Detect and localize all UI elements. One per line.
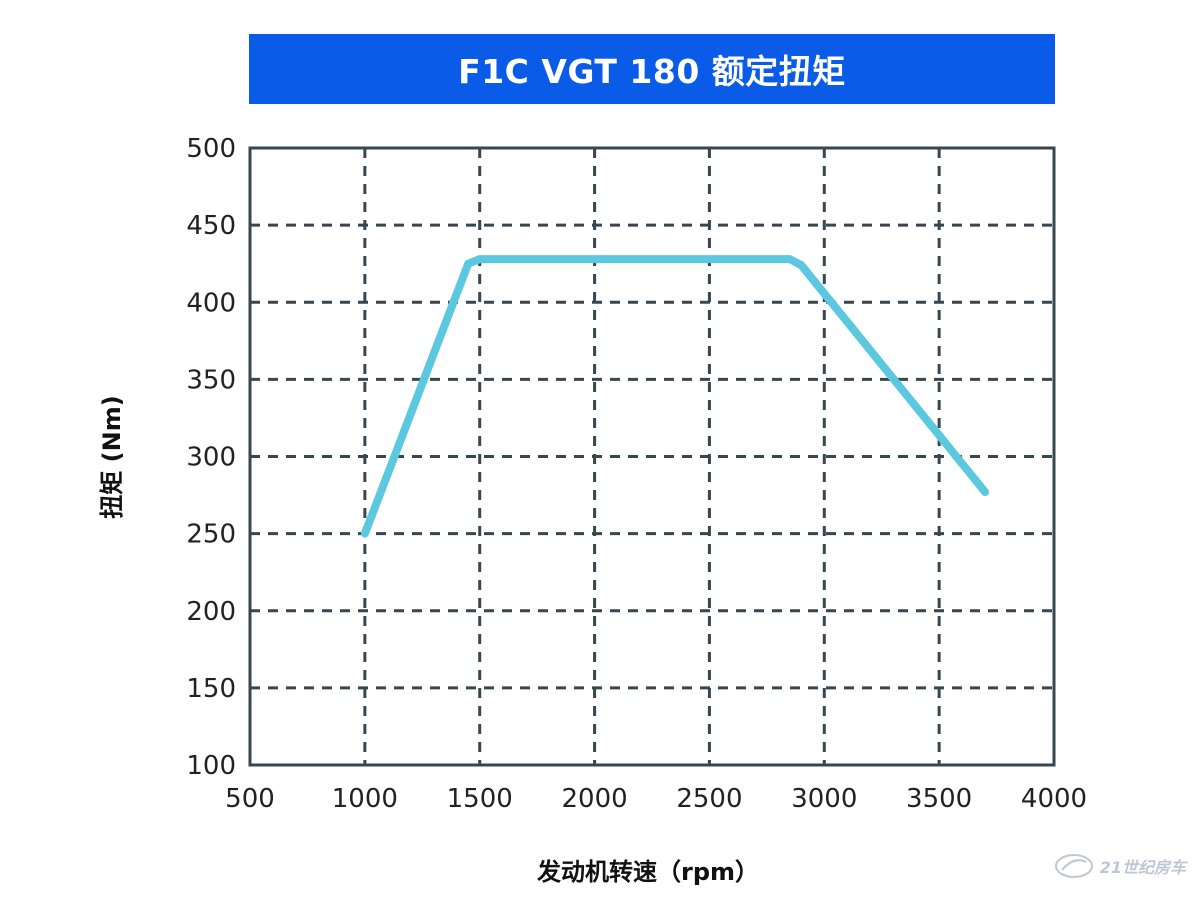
y-tick-label: 100 xyxy=(186,751,236,781)
torque-series-line xyxy=(360,255,990,538)
y-axis-label: 扭矩 (Nm) xyxy=(98,395,126,518)
y-tick-label: 450 xyxy=(186,211,236,241)
y-tick-label: 150 xyxy=(186,674,236,704)
y-tick-label: 350 xyxy=(186,365,236,395)
x-tick-label: 3500 xyxy=(906,784,972,814)
y-tick-label: 500 xyxy=(186,134,236,164)
x-tick-label: 4000 xyxy=(1021,784,1087,814)
x-axis-label: 发动机转速（rpm） xyxy=(536,858,759,886)
x-tick-label: 500 xyxy=(225,784,275,814)
x-tick-label: 2500 xyxy=(676,784,742,814)
x-tick-label: 1000 xyxy=(332,784,398,814)
x-tick-label: 2000 xyxy=(561,784,627,814)
x-tick-label: 1500 xyxy=(447,784,513,814)
watermark-text: 21世纪房车 xyxy=(1099,858,1186,877)
y-tick-label: 400 xyxy=(186,288,236,318)
y-tick-label: 200 xyxy=(186,597,236,627)
series-layer xyxy=(360,255,990,538)
x-tick-label: 3000 xyxy=(791,784,857,814)
y-axis-ticks: 100 150 200 250 300 350 400 450 500 xyxy=(186,134,236,781)
y-tick-label: 250 xyxy=(186,520,236,550)
chart-title: F1C VGT 180 额定扭矩 xyxy=(458,52,846,91)
x-axis-ticks: 500 1000 1500 2000 2500 3000 3500 4000 xyxy=(225,784,1087,814)
chart-title-bar: F1C VGT 180 额定扭矩 xyxy=(249,34,1055,104)
plot-area-frame xyxy=(248,146,1056,767)
grid-lines xyxy=(250,148,1054,765)
watermark-icon xyxy=(1054,854,1093,878)
watermark-logo: 21世纪房车 xyxy=(1054,852,1186,880)
y-tick-label: 300 xyxy=(186,443,236,473)
